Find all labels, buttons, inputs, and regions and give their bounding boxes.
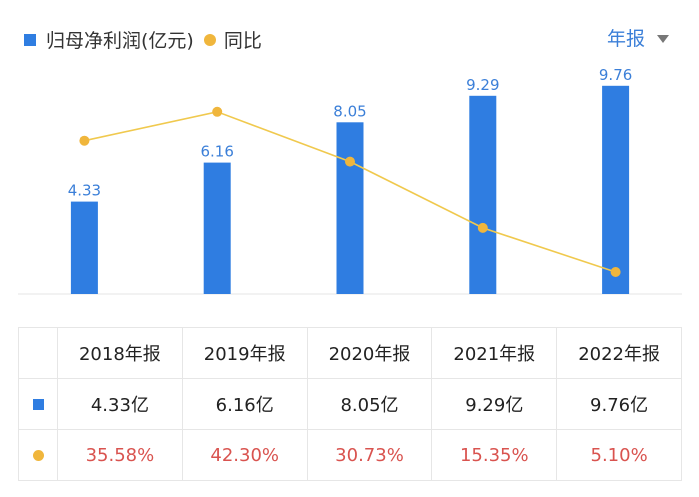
bar-series-marker-icon (32, 398, 44, 410)
table-row-profit: 4.33亿 6.16亿 8.05亿 9.29亿 9.76亿 (18, 378, 682, 430)
bar-value-label: 6.16 (200, 143, 233, 161)
table-header-row: 2018年报 2019年报 2020年报 2021年报 2022年报 (18, 327, 682, 379)
table-cell: 6.16亿 (181, 378, 308, 430)
bar-series-legend-icon (24, 33, 36, 46)
bar-value-label: 8.05 (333, 102, 366, 120)
bar-value-label: 9.29 (466, 76, 499, 94)
period-selector-label: 年报 (606, 28, 645, 50)
table-row-yoy: 35.58% 42.30% 30.73% 15.35% 5.10% (18, 429, 682, 481)
table-header-cell: 2022年报 (556, 327, 682, 379)
table-corner-cell (18, 327, 58, 379)
table-header-cell: 2019年报 (181, 327, 308, 379)
table-cell: 15.35% (431, 429, 558, 481)
profit-legend-label: 归母净利润(亿元) (46, 30, 194, 52)
table-cell: 8.05亿 (306, 378, 433, 430)
data-table: 2018年报 2019年报 2020年报 2021年报 2022年报 4.33亿… (18, 327, 682, 481)
bar-value-label: 9.76 (599, 66, 632, 84)
profit-chart: 4.33 6.16 8.05 9.29 9.76 (18, 66, 682, 295)
yoy-point[interactable] (610, 267, 621, 277)
profit-bar[interactable] (336, 122, 364, 294)
table-header-cell: 2020年报 (306, 327, 433, 379)
line-series-legend-icon (203, 33, 216, 46)
yoy-legend-label: 同比 (223, 30, 262, 52)
table-header-cell: 2021年报 (431, 327, 558, 379)
caret-down-icon (657, 34, 669, 43)
profit-bar[interactable] (602, 85, 630, 294)
yoy-point[interactable] (345, 156, 355, 167)
bar-value-label: 4.33 (68, 182, 101, 200)
table-cell: 35.58% (57, 429, 183, 481)
chart-legend: 归母净利润(亿元) 同比 (24, 26, 262, 53)
line-series-marker-icon (32, 449, 44, 461)
table-cell: 9.76亿 (556, 378, 682, 430)
table-row-marker (18, 378, 58, 430)
profit-bar[interactable] (70, 201, 98, 294)
period-selector[interactable]: 年报 (607, 24, 669, 51)
table-header-cell: 2018年报 (57, 327, 183, 379)
table-cell: 9.29亿 (431, 378, 558, 430)
yoy-point[interactable] (477, 222, 488, 233)
yoy-point[interactable] (79, 135, 90, 146)
profit-bar[interactable] (469, 95, 497, 294)
yoy-point[interactable] (212, 106, 223, 117)
table-cell: 42.30% (181, 429, 308, 481)
profit-bar[interactable] (203, 162, 231, 294)
table-cell: 30.73% (306, 429, 433, 481)
table-row-marker (18, 429, 58, 481)
table-cell: 5.10% (556, 429, 682, 481)
table-cell: 4.33亿 (57, 378, 183, 430)
